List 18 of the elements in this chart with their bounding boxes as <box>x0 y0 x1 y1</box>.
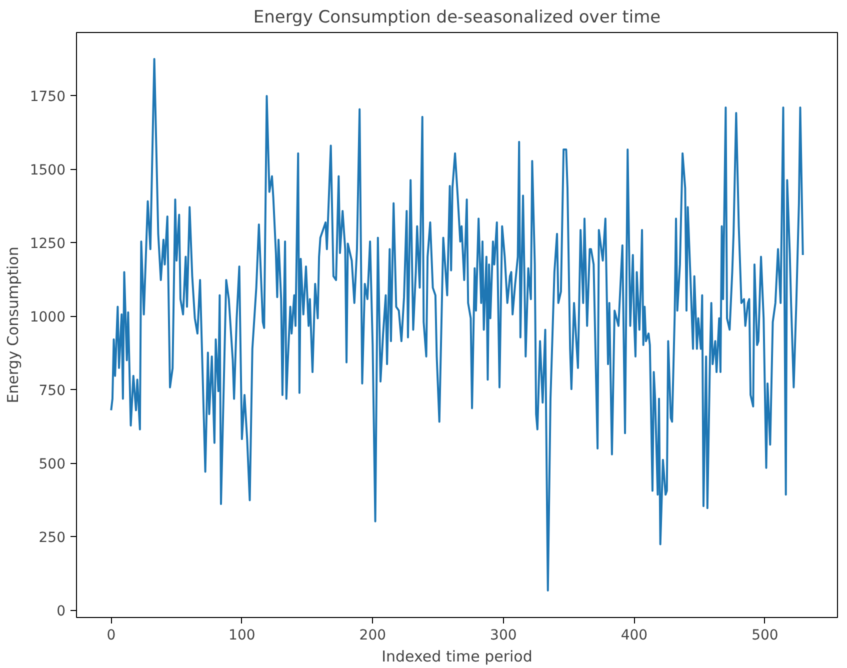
x-tick-label: 500 <box>752 628 778 644</box>
x-tick-label: 0 <box>106 628 116 644</box>
chart-title: Energy Consumption de-seasonalized over time <box>253 8 661 28</box>
y-tick-label: 1500 <box>30 162 66 179</box>
x-tick-label: 400 <box>620 628 648 644</box>
y-tick-label: 250 <box>38 530 66 546</box>
x-tick-label: 100 <box>228 628 256 644</box>
y-tick-label: 1750 <box>30 89 66 106</box>
y-tick-label: 1250 <box>30 236 66 252</box>
y-axis-title: Energy Consumption <box>4 246 22 404</box>
y-tick-label: 1000 <box>30 310 66 326</box>
x-tick-label: 300 <box>490 628 517 644</box>
y-tick-label: 750 <box>38 383 66 400</box>
x-axis-title: Indexed time period <box>382 648 532 666</box>
y-tick-label: 0 <box>56 604 66 620</box>
x-tick-label: 200 <box>359 628 386 644</box>
y-tick-label: 500 <box>38 456 66 473</box>
line-series <box>110 58 804 592</box>
